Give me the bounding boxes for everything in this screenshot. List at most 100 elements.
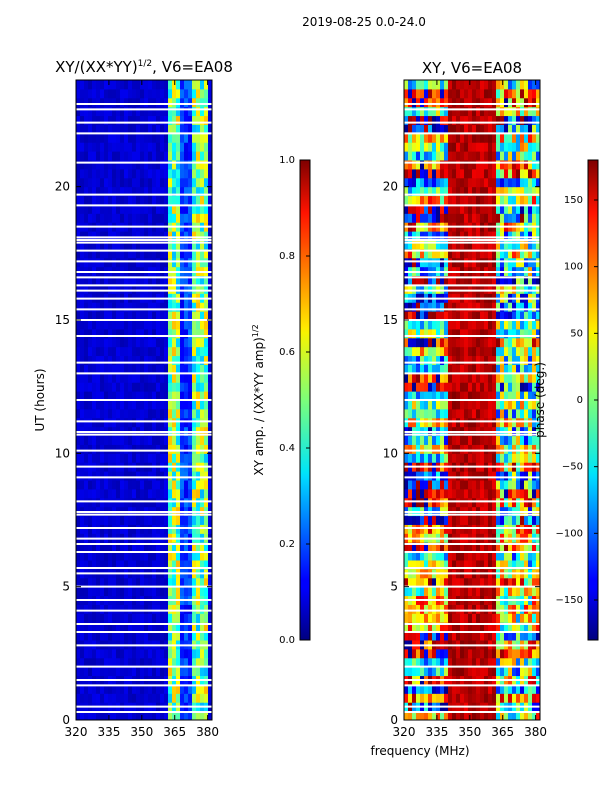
amplitude-cell (124, 213, 129, 223)
amplitude-cell (128, 168, 133, 179)
amplitude-cell (168, 711, 173, 720)
x-tick-label: 365 (163, 725, 186, 739)
amplitude-cell (144, 275, 149, 285)
amplitude-cell (92, 684, 97, 694)
phase-cell (452, 408, 457, 419)
x-tick-label: 320 (65, 725, 88, 739)
amplitude-cell (200, 124, 205, 134)
phase-cell (420, 302, 425, 312)
amplitude-cell (80, 248, 85, 259)
phase-cell (524, 631, 529, 641)
amplitude-cell (164, 515, 169, 525)
phase-cell (500, 337, 505, 348)
phase-cell (412, 355, 417, 365)
phase-cell (500, 248, 505, 259)
amplitude-cell (108, 240, 113, 250)
amplitude-cell (180, 195, 185, 205)
phase-cell (456, 400, 461, 410)
amplitude-cell (124, 346, 129, 357)
phase-cell (488, 346, 493, 357)
phase-cell (524, 666, 529, 677)
amplitude-cell (196, 622, 201, 632)
amplitude-cell (176, 444, 181, 454)
amplitude-cell (208, 604, 212, 614)
amplitude-cell (80, 204, 85, 214)
amplitude-cell (148, 657, 153, 668)
phase-cell (536, 355, 540, 365)
phase-cell (520, 444, 525, 454)
amplitude-cell (96, 186, 101, 197)
amplitude-cell (104, 684, 109, 694)
amplitude-cell (80, 106, 85, 117)
phase-cell (528, 311, 533, 321)
phase-cell (440, 560, 445, 570)
phase-cell (532, 213, 537, 223)
amplitude-cell (104, 177, 109, 188)
phase-cell (476, 524, 481, 534)
phase-cell (500, 382, 505, 392)
phase-cell (436, 124, 441, 134)
amplitude-cell (92, 240, 97, 250)
phase-cell (452, 213, 457, 223)
amplitude-cell (160, 320, 165, 330)
phase-cell (456, 337, 461, 348)
phase-cell (516, 231, 521, 241)
phase-cell (512, 337, 517, 348)
phase-cell (508, 337, 513, 348)
amplitude-cell (144, 240, 149, 250)
amplitude-cell (184, 257, 189, 268)
amplitude-cell (188, 515, 193, 525)
amplitude-cell (84, 364, 89, 374)
amplitude-cell (84, 204, 89, 214)
amplitude-cell (148, 97, 153, 108)
amplitude-cell (172, 302, 177, 312)
amplitude-cell (196, 408, 201, 419)
amplitude-cell (208, 400, 212, 410)
amplitude-cell (188, 186, 193, 197)
amplitude-cell (148, 648, 153, 659)
phase-cell (536, 444, 540, 454)
phase-cell (484, 106, 489, 117)
phase-cell (472, 355, 477, 365)
phase-cell (404, 248, 409, 259)
amplitude-cell (168, 186, 173, 197)
amplitude-cell (88, 337, 93, 348)
phase-cell (496, 177, 501, 188)
phase-cell (416, 711, 421, 720)
phase-cell (472, 186, 477, 197)
amplitude-cell (176, 586, 181, 597)
phase-cell (420, 542, 425, 552)
amplitude-ylabel: UT (hours) (33, 368, 47, 431)
phase-cell (472, 551, 477, 561)
phase-cell (504, 711, 509, 720)
amplitude-cell (84, 391, 89, 401)
phase-cell (408, 577, 413, 588)
amplitude-cell (200, 586, 205, 597)
amplitude-cell (136, 355, 141, 365)
amplitude-colorbar-label: XY amp. / (XX*YY amp)1/2 (251, 324, 266, 475)
phase-cell (524, 106, 529, 117)
amplitude-cell (116, 382, 121, 392)
amplitude-cell (120, 177, 125, 188)
phase-cell (492, 88, 497, 99)
amplitude-cell (208, 257, 212, 268)
amplitude-cell (180, 711, 185, 720)
phase-cell (424, 302, 429, 312)
amplitude-cell (124, 133, 129, 143)
phase-cell (444, 471, 449, 481)
amplitude-cell (152, 80, 157, 90)
phase-cell (408, 80, 413, 90)
amplitude-cell (200, 417, 205, 428)
phase-cell (504, 142, 509, 152)
amplitude-cell (152, 142, 157, 152)
amplitude-cell (156, 542, 161, 552)
phase-cell (448, 231, 453, 241)
phase-cell (420, 631, 425, 641)
phase-cell (488, 186, 493, 197)
amplitude-cell (124, 231, 129, 241)
phase-cell (492, 551, 497, 561)
phase-cell (484, 586, 489, 597)
phase-cell (448, 542, 453, 552)
amplitude-cell (96, 622, 101, 632)
amplitude-cell (116, 302, 121, 312)
